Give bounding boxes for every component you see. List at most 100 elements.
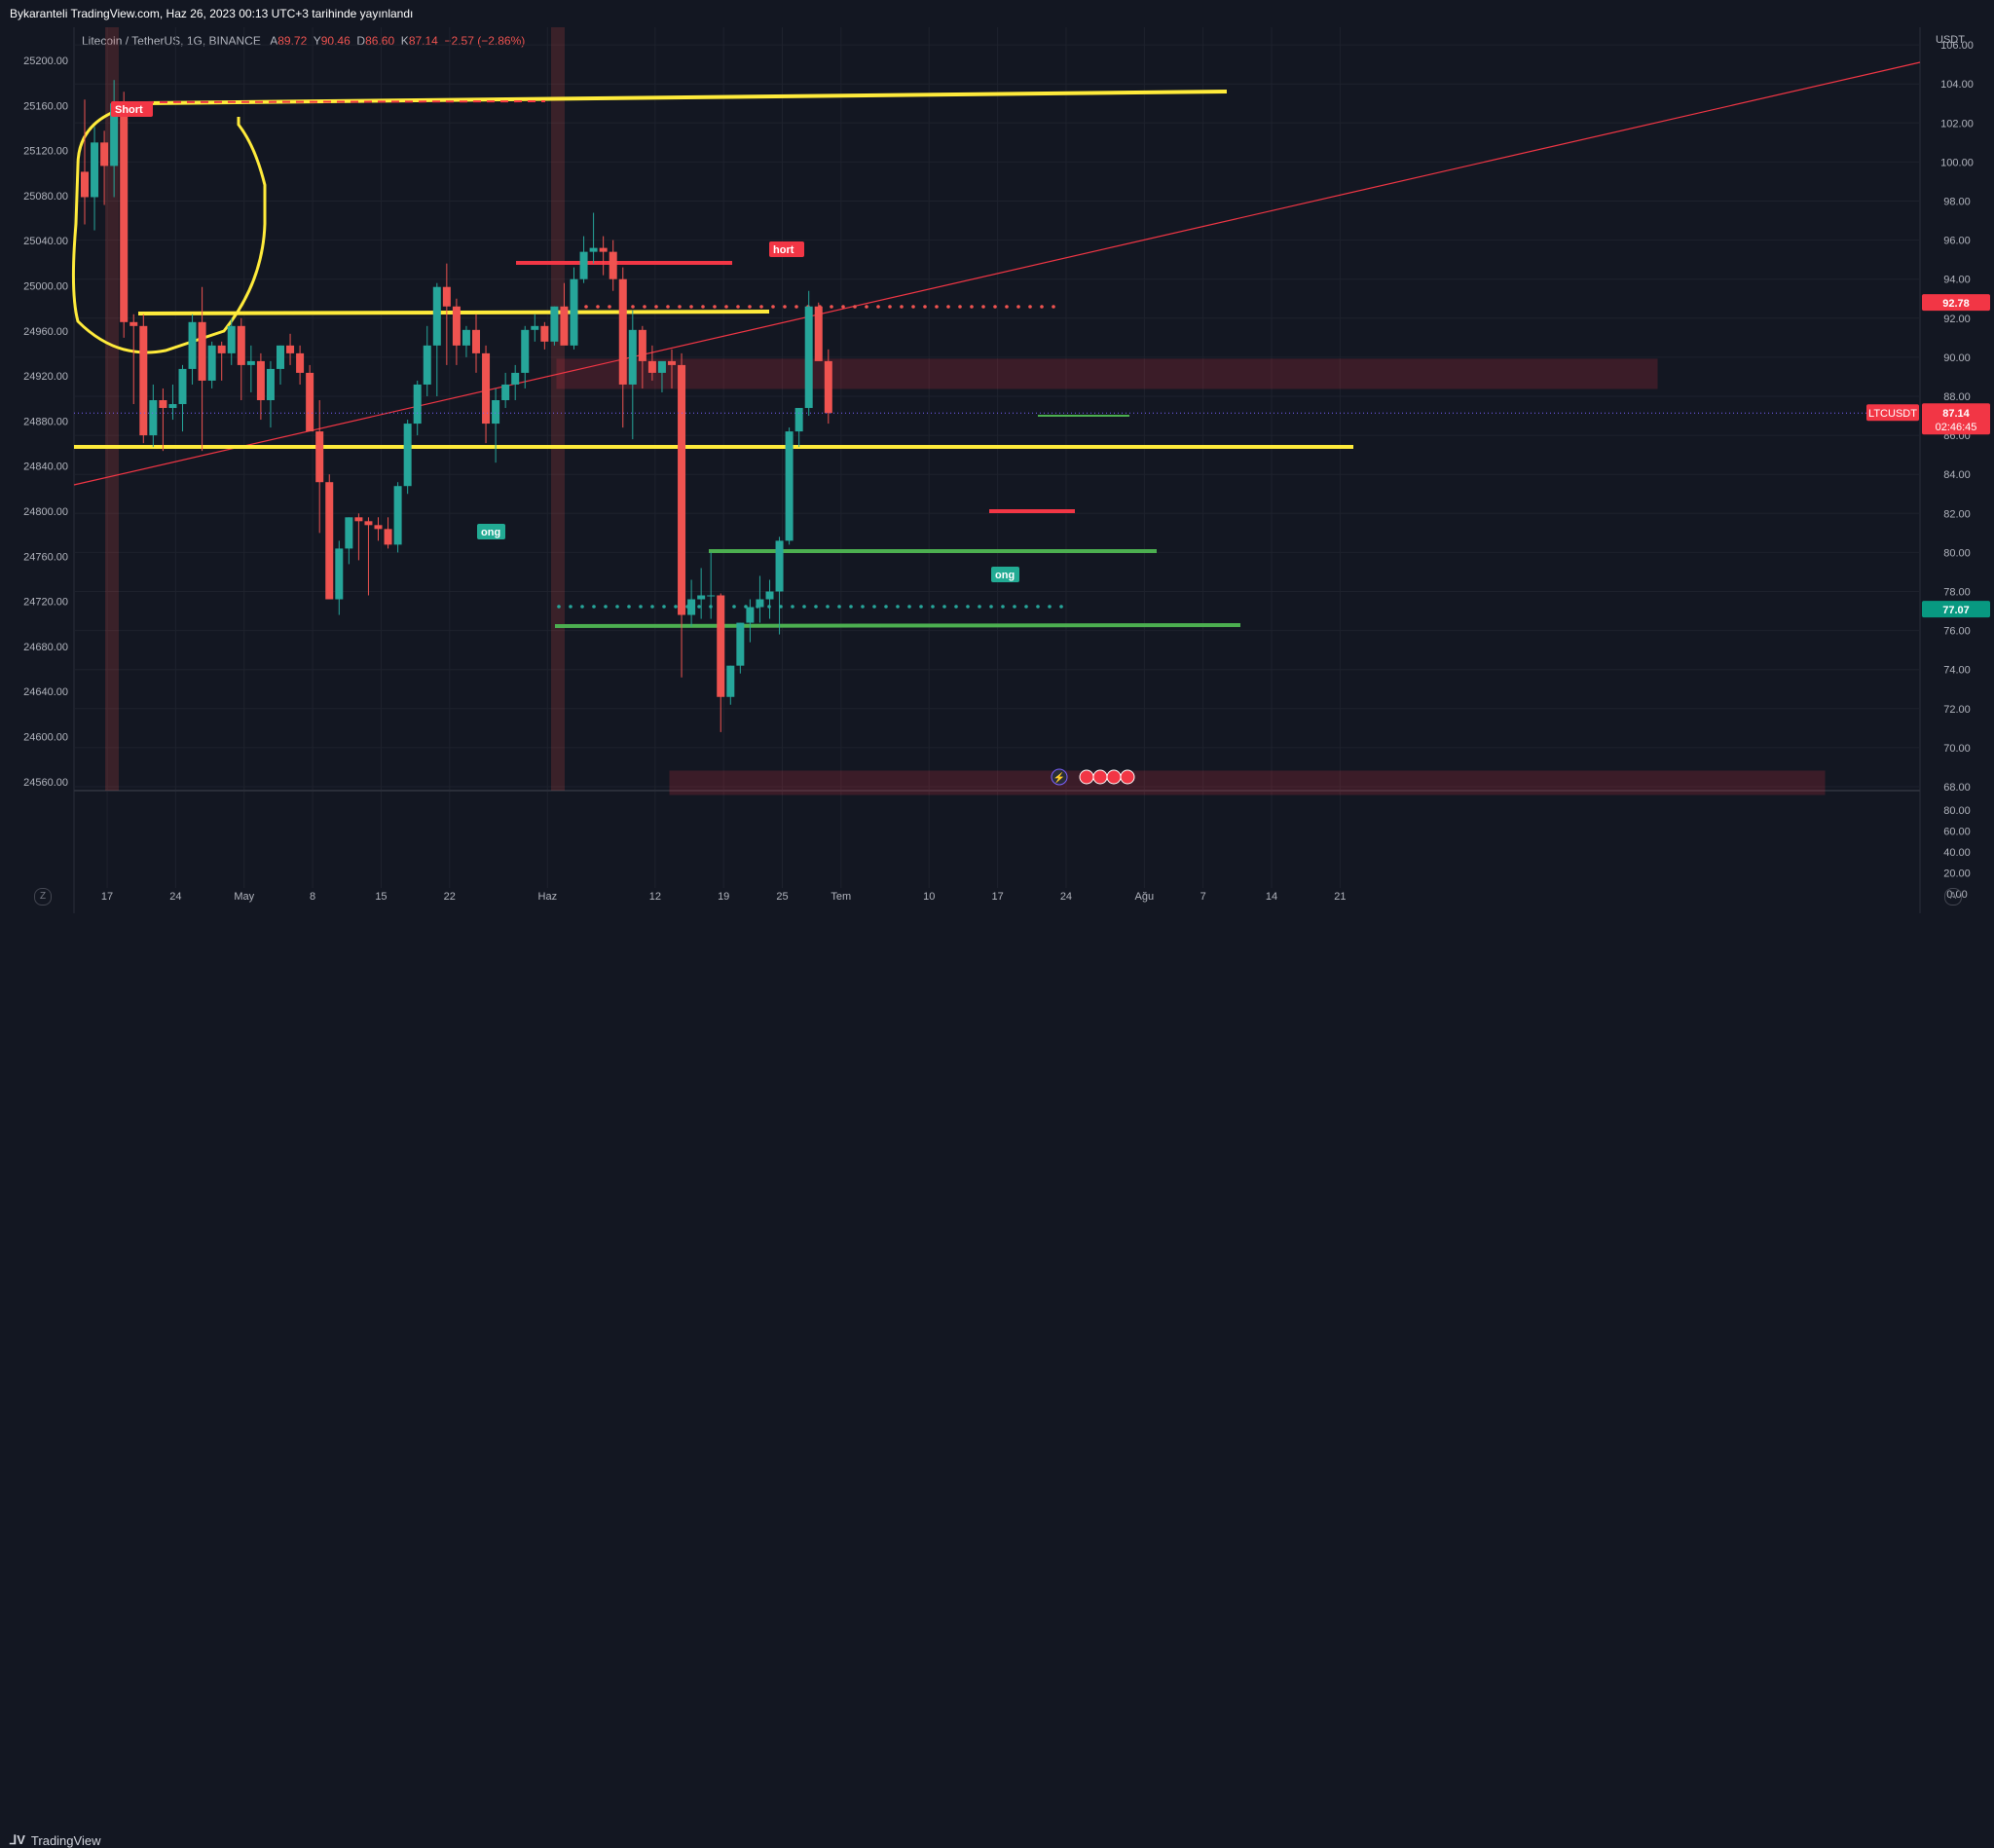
candle (570, 267, 578, 350)
dotted-resistance (900, 305, 904, 309)
candle-body (824, 360, 832, 414)
candle-body (668, 360, 676, 365)
candle-body (413, 384, 422, 425)
candle (139, 314, 148, 444)
candle-body (91, 142, 99, 198)
left-axis-tick: 25160.00 (23, 100, 68, 112)
symbol-name[interactable]: Litecoin / TetherUS, 1G, BINANCE (82, 34, 261, 48)
candle-body (178, 368, 187, 405)
dotted-resistance (865, 305, 868, 309)
candle-body (589, 247, 598, 252)
left-axis-tick: 25120.00 (23, 146, 68, 158)
dotted-resistance (654, 305, 658, 309)
chart-canvas[interactable]: 106.00 104.00 102.00 100.00 98.00 96.00 94.00 9… (0, 0, 1994, 944)
candle-body (501, 384, 510, 400)
left-axis-tick: 25200.00 (23, 55, 68, 67)
right-axis-tick: 96.00 (1943, 236, 1971, 247)
candle (609, 240, 617, 291)
x-axis-tick: 12 (649, 891, 661, 903)
candle (227, 317, 236, 365)
tradingview-logo[interactable]: ⅃V TradingView (10, 1832, 100, 1848)
high-value: 90.46 (320, 34, 351, 48)
ticker-tag-bg (1866, 404, 1919, 422)
dotted-support (662, 605, 666, 609)
candle-body (647, 360, 656, 373)
dotted-resistance (1028, 305, 1032, 309)
candle (345, 517, 353, 565)
dotted-resistance (608, 305, 611, 309)
dotted-resistance (713, 305, 717, 309)
dotted-support (1013, 605, 1016, 609)
highlight-band (105, 27, 119, 791)
candle-body (521, 329, 530, 373)
right-axis-tick: 80.00 (1943, 547, 1971, 559)
last-price-tag: 87.14 (1942, 408, 1970, 420)
candle-body (804, 306, 813, 409)
candle-body (354, 517, 363, 522)
candle-body (110, 103, 119, 166)
dotted-support (814, 605, 818, 609)
x-axis-tick: 10 (923, 891, 935, 903)
dotted-support (767, 605, 771, 609)
timezone-button[interactable]: Z (34, 888, 52, 906)
left-axis-tick: 24840.00 (23, 462, 68, 473)
low-value: 86.60 (365, 34, 395, 48)
dotted-resistance (888, 305, 892, 309)
countdown-tag: 02:46:45 (1936, 422, 1977, 433)
left-axis-tick: 24600.00 (23, 732, 68, 744)
change-value: −2.57 (−2.86%) (444, 34, 526, 48)
dotted-support (580, 605, 584, 609)
candle (354, 513, 363, 561)
short-signal-tag: Short (111, 101, 153, 117)
candle (765, 579, 774, 619)
candle (452, 298, 461, 365)
left-axis-tick: 24800.00 (23, 506, 68, 518)
dotted-resistance (1052, 305, 1055, 309)
left-axis-tick: 25000.00 (23, 281, 68, 293)
candle (100, 130, 109, 205)
candle (647, 345, 656, 381)
dotted-resistance (748, 305, 752, 309)
right-axis-tick: 106.00 (1940, 40, 1974, 52)
candle-body (756, 599, 764, 608)
candle (110, 80, 119, 198)
candle-body (657, 360, 666, 373)
x-axis-tick: Ağu (1135, 891, 1155, 903)
candle (403, 420, 412, 495)
candle (746, 599, 755, 643)
symbol-legend[interactable]: Litecoin / TetherUS, 1G, BINANCE A89.72 … (82, 34, 525, 48)
yellow-mid-line (137, 310, 770, 315)
green-line-lower (554, 623, 1241, 628)
dotted-resistance (724, 305, 728, 309)
candle (726, 665, 735, 705)
dotted-support (756, 605, 759, 609)
candle-body (286, 345, 295, 353)
dotted-resistance (631, 305, 635, 309)
left-axis-tick: 24760.00 (23, 551, 68, 563)
green-level-tag: 77.07 (1942, 605, 1970, 616)
right-axis-tick: 104.00 (1940, 79, 1974, 91)
dotted-resistance (981, 305, 985, 309)
candle-body (687, 599, 696, 615)
candle (775, 536, 784, 635)
candle (657, 360, 666, 392)
dotted-support (978, 605, 981, 609)
auto-scale-button[interactable]: A (1944, 888, 1962, 906)
candle (277, 345, 284, 385)
right-axis-tick: 98.00 (1943, 196, 1971, 207)
candle (393, 482, 402, 553)
candle-body (550, 306, 559, 342)
candle (296, 345, 305, 385)
dotted-support (1001, 605, 1005, 609)
candle-body (198, 321, 206, 381)
candle (423, 325, 431, 396)
candle (188, 314, 197, 385)
x-axis-tick: Haz (538, 891, 558, 903)
dotted-resistance (1005, 305, 1009, 309)
dotted-support (966, 605, 970, 609)
candle (628, 310, 637, 440)
right-axis-tick: 82.00 (1943, 508, 1971, 520)
candle-body (697, 595, 706, 600)
dotted-resistance (736, 305, 740, 309)
right-axis-tick: 84.00 (1943, 469, 1971, 481)
